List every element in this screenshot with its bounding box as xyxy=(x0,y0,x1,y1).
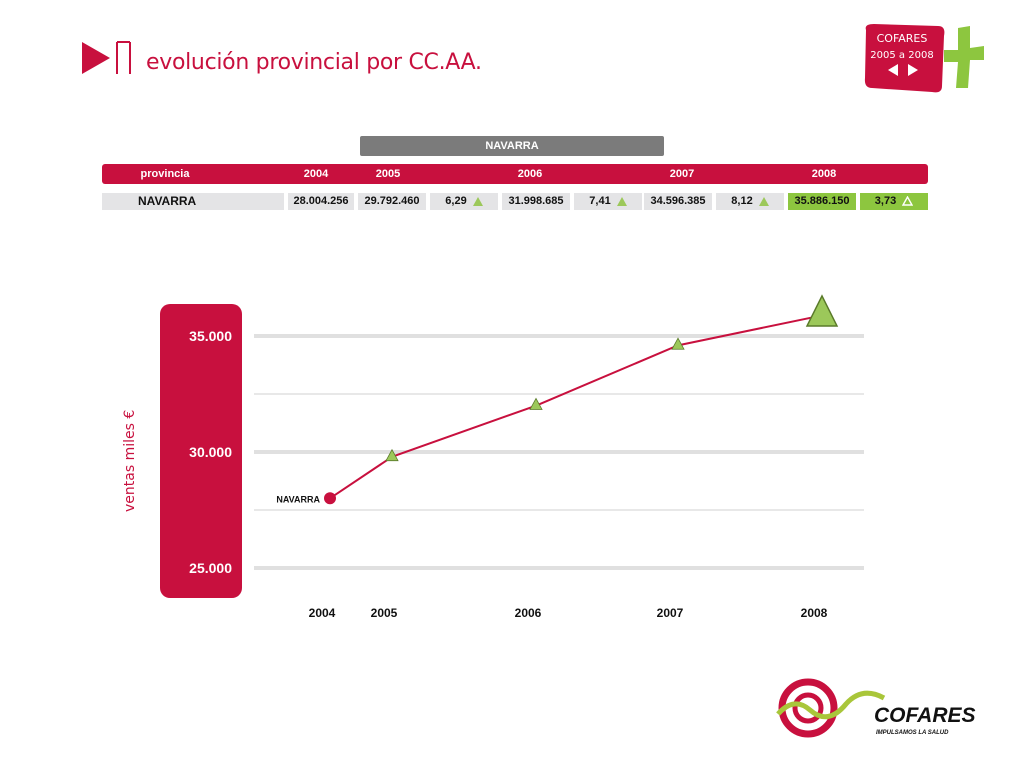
series-label: NAVARRA xyxy=(276,494,320,504)
cell-value-2008: 35.886.150 xyxy=(788,193,856,210)
data-point-2008 xyxy=(805,294,839,327)
col-header-2007: 2007 xyxy=(669,168,695,180)
y-tick-label: 25.000 xyxy=(189,560,232,576)
x-tick-label: 2005 xyxy=(371,606,398,620)
badge-text-line2: 2005 a 2008 xyxy=(870,50,933,61)
badge-text-line1: COFARES xyxy=(877,32,928,45)
y-axis-panel xyxy=(160,304,242,598)
growth-up-triangle-icon xyxy=(616,196,627,206)
logo-tagline: IMPULSAMOS LA SALUD xyxy=(876,730,949,736)
data-point-2007 xyxy=(671,337,685,350)
cell-growth-2006: 7,41 xyxy=(574,193,642,210)
growth-2007-text: 8,12 xyxy=(731,195,753,207)
y-tick-label: 35.000 xyxy=(189,328,232,344)
series-line-navarra xyxy=(329,314,823,500)
data-point-2005 xyxy=(385,448,399,462)
region-header: NAVARRA xyxy=(360,136,664,156)
growth-up-triangle-icon xyxy=(758,196,769,206)
logo-text: COFARES xyxy=(874,704,976,727)
x-tick-label: 2004 xyxy=(309,606,336,620)
cofares-logo-icon: COFARES IMPULSAMOS LA SALUD xyxy=(776,678,976,738)
x-tick-label: 2006 xyxy=(515,606,542,620)
col-header-2008: 2008 xyxy=(811,168,837,180)
slide-mark-icon xyxy=(82,41,131,74)
x-tick-label: 2007 xyxy=(657,606,684,620)
data-point-2006 xyxy=(529,397,543,410)
growth-2005-text: 6,29 xyxy=(445,195,467,207)
y-tick-label: 30.000 xyxy=(189,444,232,460)
cell-value-2006: 31.998.685 xyxy=(502,193,570,210)
cell-value-2005: 29.792.460 xyxy=(358,193,426,210)
cell-value-2007: 34.596.385 xyxy=(644,193,712,210)
col-header-provincia: provincia xyxy=(140,168,190,180)
cell-value-2004: 28.004.256 xyxy=(288,193,354,210)
growth-up-triangle-icon xyxy=(472,196,483,206)
cell-growth-2005: 6,29 xyxy=(430,193,498,210)
col-header-2004: 2004 xyxy=(303,168,329,180)
x-tick-label: 2008 xyxy=(801,606,828,620)
col-header-2006: 2006 xyxy=(517,168,543,180)
growth-2008-text: 3,73 xyxy=(874,195,897,207)
data-point-2004 xyxy=(324,492,336,505)
page-title: evolución provincial por CC.AA. xyxy=(146,50,482,75)
cell-growth-2008: 3,73 xyxy=(860,193,928,210)
growth-up-outline-triangle-icon xyxy=(902,196,914,206)
cofares-2005-2008-badge-icon: COFARES 2005 a 2008 xyxy=(864,24,984,93)
cell-growth-2007: 8,12 xyxy=(716,193,784,210)
y-axis-title: ventas miles € xyxy=(122,409,138,512)
table-header-row: provincia 2004 2005 2006 2007 2008 xyxy=(102,164,928,184)
col-header-2005: 2005 xyxy=(375,168,401,180)
cell-province: NAVARRA xyxy=(102,193,284,210)
growth-2006-text: 7,41 xyxy=(589,195,611,207)
